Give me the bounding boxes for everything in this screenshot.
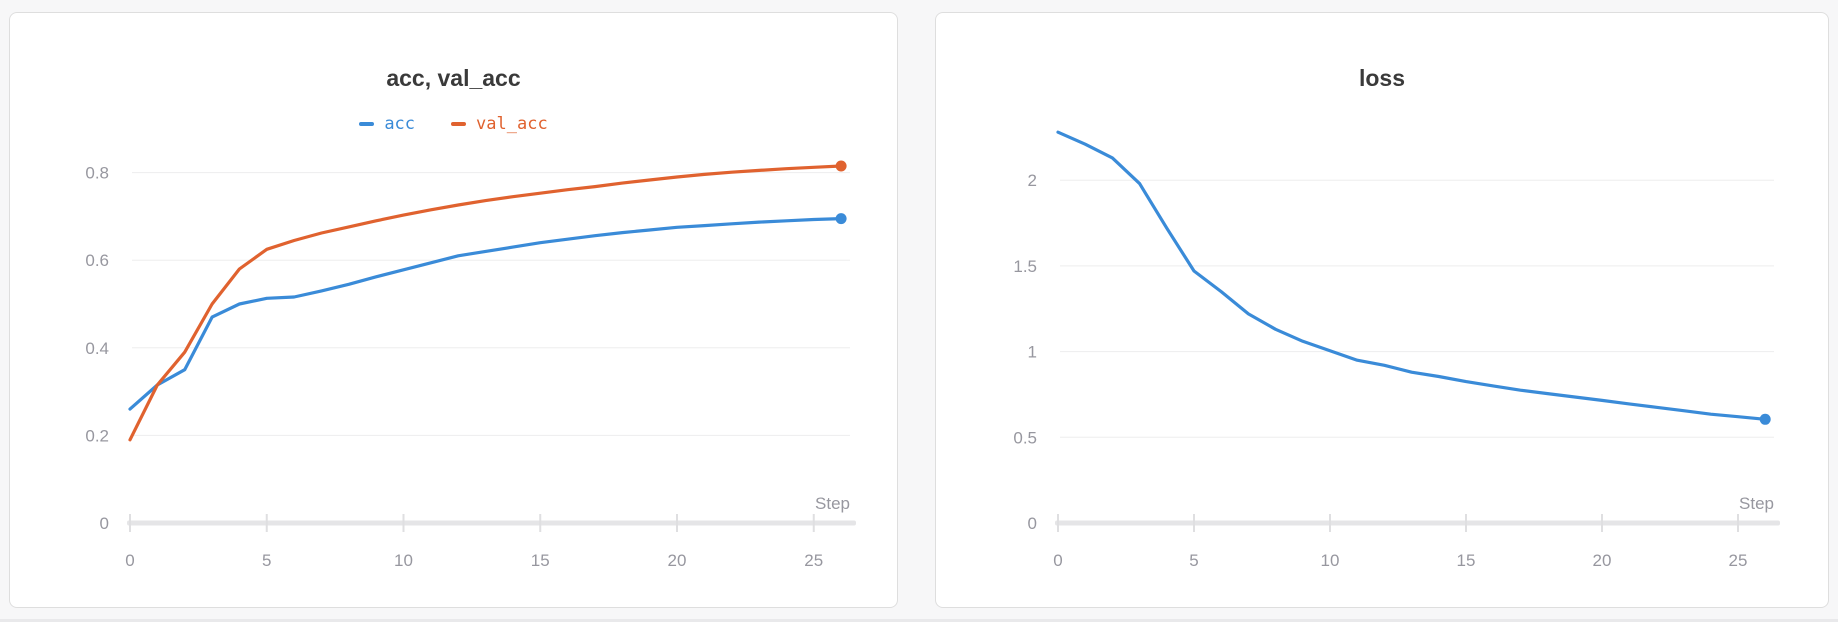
y-tick-label: 0.2 bbox=[85, 426, 109, 445]
x-tick-label: 10 bbox=[394, 551, 413, 570]
y-tick-label: 0.8 bbox=[85, 164, 109, 183]
y-tick-label: 0.5 bbox=[1013, 428, 1037, 447]
chart-panel-accuracy[interactable]: acc, val_acc acc val_acc 0 0.2 0.4 0.6 0.8 0 5 1… bbox=[9, 12, 898, 608]
chart-panel-loss[interactable]: loss 0 0.5 1 1.5 2 0 5 10 15 20 25 Step bbox=[935, 12, 1829, 608]
x-axis-bar bbox=[127, 520, 856, 526]
legend-swatch-icon bbox=[451, 122, 467, 126]
chart-legend: acc val_acc bbox=[10, 114, 897, 134]
legend-item-val_acc[interactable]: val_acc bbox=[451, 114, 548, 134]
x-tick-label: 5 bbox=[262, 551, 271, 570]
x-tick-label: 20 bbox=[1593, 551, 1612, 570]
y-tick-label: 0.6 bbox=[85, 251, 109, 270]
chart-title: acc, val_acc bbox=[386, 65, 521, 91]
x-tick-label: 25 bbox=[804, 551, 823, 570]
series-line-loss bbox=[1056, 130, 1767, 421]
accuracy-line-chart[interactable]: 0 0.2 0.4 0.6 0.8 0 5 10 15 20 25 Step bbox=[10, 13, 897, 607]
chart-title: loss bbox=[1358, 65, 1406, 91]
legend-swatch-icon bbox=[359, 122, 375, 126]
x-axis-label: Step bbox=[1739, 494, 1774, 513]
x-tick-label: 15 bbox=[531, 551, 550, 570]
x-tick-label: 0 bbox=[125, 551, 134, 570]
next-panel-row-edge bbox=[0, 619, 1838, 622]
y-tick-label: 1.5 bbox=[1013, 257, 1037, 276]
y-tick-label: 1 bbox=[1028, 343, 1037, 362]
y-tick-label: 0 bbox=[100, 514, 109, 533]
x-axis-bar bbox=[1055, 520, 1780, 526]
x-tick-label: 10 bbox=[1321, 551, 1340, 570]
x-tick-label: 25 bbox=[1729, 551, 1748, 570]
x-tick-label: 0 bbox=[1053, 551, 1062, 570]
y-tick-label: 0 bbox=[1028, 514, 1037, 533]
x-axis-label: Step bbox=[815, 494, 850, 513]
x-tick-label: 5 bbox=[1189, 551, 1198, 570]
endpoint-dot-val_acc bbox=[835, 160, 847, 172]
x-tick-label: 20 bbox=[668, 551, 687, 570]
legend-label: acc bbox=[384, 114, 416, 134]
legend-item-acc[interactable]: acc bbox=[359, 114, 415, 134]
x-tick-label: 15 bbox=[1457, 551, 1476, 570]
series-line-acc bbox=[128, 217, 843, 411]
endpoint-dot-loss bbox=[1759, 413, 1771, 425]
series-line-val_acc bbox=[128, 164, 843, 442]
endpoint-dot-acc bbox=[835, 213, 847, 225]
y-tick-label: 2 bbox=[1028, 171, 1037, 190]
legend-label: val_acc bbox=[476, 114, 548, 134]
y-tick-label: 0.4 bbox=[85, 339, 109, 358]
